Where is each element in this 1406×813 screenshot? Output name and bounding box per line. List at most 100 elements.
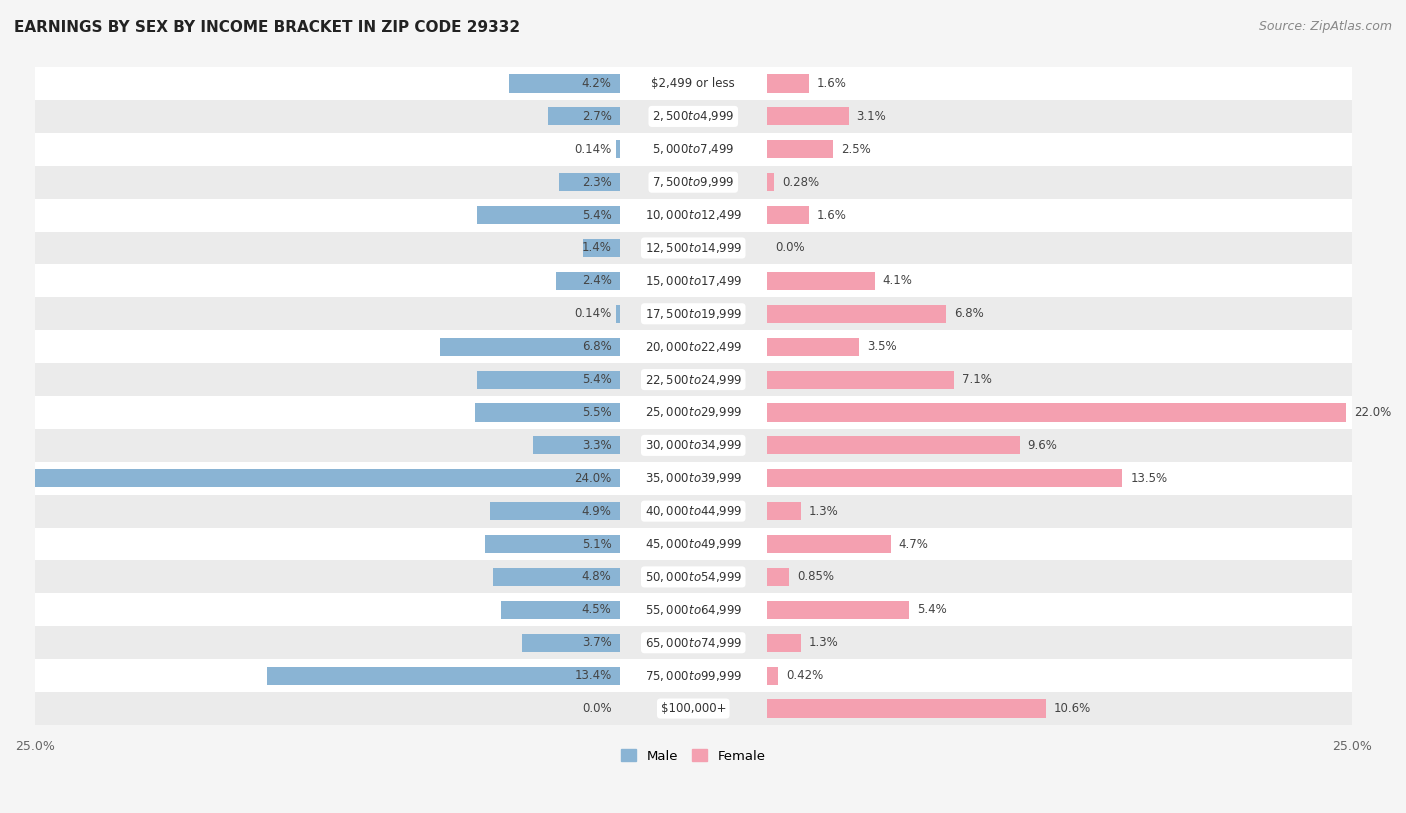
Bar (35, 560, 1351, 593)
Bar (35, 396, 1351, 429)
Text: 3.7%: 3.7% (582, 637, 612, 650)
Bar (35, 462, 1351, 494)
Bar (35, 133, 1351, 166)
Bar (768, 141, 832, 159)
Bar (35, 363, 1351, 396)
Text: Source: ZipAtlas.com: Source: ZipAtlas.com (1258, 20, 1392, 33)
Text: 1.3%: 1.3% (808, 637, 839, 650)
Text: 4.5%: 4.5% (582, 603, 612, 616)
Bar (35, 494, 1351, 528)
Bar (475, 403, 620, 421)
Text: 5.4%: 5.4% (582, 209, 612, 222)
Bar (768, 272, 875, 290)
Text: $10,000 to $12,499: $10,000 to $12,499 (644, 208, 742, 222)
Bar (557, 272, 620, 290)
Bar (0, 469, 620, 487)
Text: $35,000 to $39,999: $35,000 to $39,999 (644, 472, 742, 485)
Bar (768, 437, 1019, 454)
Text: 22.0%: 22.0% (1354, 406, 1392, 419)
Text: 1.3%: 1.3% (808, 505, 839, 518)
Bar (509, 75, 620, 93)
Text: 1.4%: 1.4% (582, 241, 612, 254)
Text: $2,499 or less: $2,499 or less (651, 77, 735, 90)
Text: 1.6%: 1.6% (817, 77, 846, 90)
Text: 2.4%: 2.4% (582, 274, 612, 287)
Bar (768, 568, 789, 586)
Bar (768, 173, 775, 191)
Bar (768, 633, 801, 652)
Text: $65,000 to $74,999: $65,000 to $74,999 (644, 636, 742, 650)
Text: $2,500 to $4,999: $2,500 to $4,999 (652, 110, 734, 124)
Bar (560, 173, 620, 191)
Bar (35, 593, 1351, 626)
Bar (616, 305, 620, 323)
Bar (35, 198, 1351, 232)
Text: $12,500 to $14,999: $12,500 to $14,999 (644, 241, 742, 255)
Text: 3.3%: 3.3% (582, 439, 612, 452)
Bar (768, 337, 859, 356)
Text: 5.4%: 5.4% (917, 603, 946, 616)
Text: 0.14%: 0.14% (575, 307, 612, 320)
Text: 5.1%: 5.1% (582, 537, 612, 550)
Bar (35, 264, 1351, 298)
Bar (501, 601, 620, 619)
Bar (768, 403, 1347, 421)
Text: 6.8%: 6.8% (953, 307, 984, 320)
Bar (35, 626, 1351, 659)
Text: 0.42%: 0.42% (786, 669, 823, 682)
Bar (485, 535, 620, 553)
Text: 4.9%: 4.9% (582, 505, 612, 518)
Bar (768, 502, 801, 520)
Bar (35, 528, 1351, 560)
Text: $55,000 to $64,999: $55,000 to $64,999 (644, 602, 742, 617)
Bar (522, 633, 620, 652)
Text: $20,000 to $22,499: $20,000 to $22,499 (644, 340, 742, 354)
Text: 13.5%: 13.5% (1130, 472, 1167, 485)
Bar (768, 107, 849, 125)
Text: 0.0%: 0.0% (775, 241, 804, 254)
Text: $40,000 to $44,999: $40,000 to $44,999 (644, 504, 742, 518)
Text: 4.2%: 4.2% (582, 77, 612, 90)
Bar (35, 659, 1351, 692)
Text: 4.8%: 4.8% (582, 571, 612, 584)
Bar (477, 206, 620, 224)
Text: 10.6%: 10.6% (1054, 702, 1091, 715)
Bar (768, 535, 891, 553)
Bar (35, 232, 1351, 264)
Bar (768, 699, 1046, 718)
Text: 0.0%: 0.0% (582, 702, 612, 715)
Bar (768, 305, 946, 323)
Bar (35, 100, 1351, 133)
Bar (35, 298, 1351, 330)
Text: 3.1%: 3.1% (856, 110, 886, 123)
Bar (35, 429, 1351, 462)
Bar (768, 371, 953, 389)
Text: 3.5%: 3.5% (868, 340, 897, 353)
Bar (440, 337, 620, 356)
Text: $25,000 to $29,999: $25,000 to $29,999 (644, 406, 742, 420)
Text: 9.6%: 9.6% (1028, 439, 1057, 452)
Bar (768, 469, 1122, 487)
Text: 1.6%: 1.6% (817, 209, 846, 222)
Text: 4.7%: 4.7% (898, 537, 928, 550)
Text: $50,000 to $54,999: $50,000 to $54,999 (644, 570, 742, 584)
Text: $17,500 to $19,999: $17,500 to $19,999 (644, 307, 742, 321)
Text: 5.4%: 5.4% (582, 373, 612, 386)
Bar (582, 239, 620, 257)
Bar (35, 692, 1351, 725)
Text: 2.3%: 2.3% (582, 176, 612, 189)
Bar (477, 371, 620, 389)
Bar (768, 206, 808, 224)
Text: 7.1%: 7.1% (962, 373, 991, 386)
Text: $15,000 to $17,499: $15,000 to $17,499 (644, 274, 742, 288)
Text: 6.8%: 6.8% (582, 340, 612, 353)
Bar (768, 667, 778, 685)
Text: $100,000+: $100,000+ (661, 702, 725, 715)
Bar (768, 75, 808, 93)
Text: 2.5%: 2.5% (841, 143, 870, 156)
Text: 13.4%: 13.4% (575, 669, 612, 682)
Text: $5,000 to $7,499: $5,000 to $7,499 (652, 142, 734, 156)
Text: $22,500 to $24,999: $22,500 to $24,999 (644, 372, 742, 386)
Text: 4.1%: 4.1% (883, 274, 912, 287)
Text: 24.0%: 24.0% (575, 472, 612, 485)
